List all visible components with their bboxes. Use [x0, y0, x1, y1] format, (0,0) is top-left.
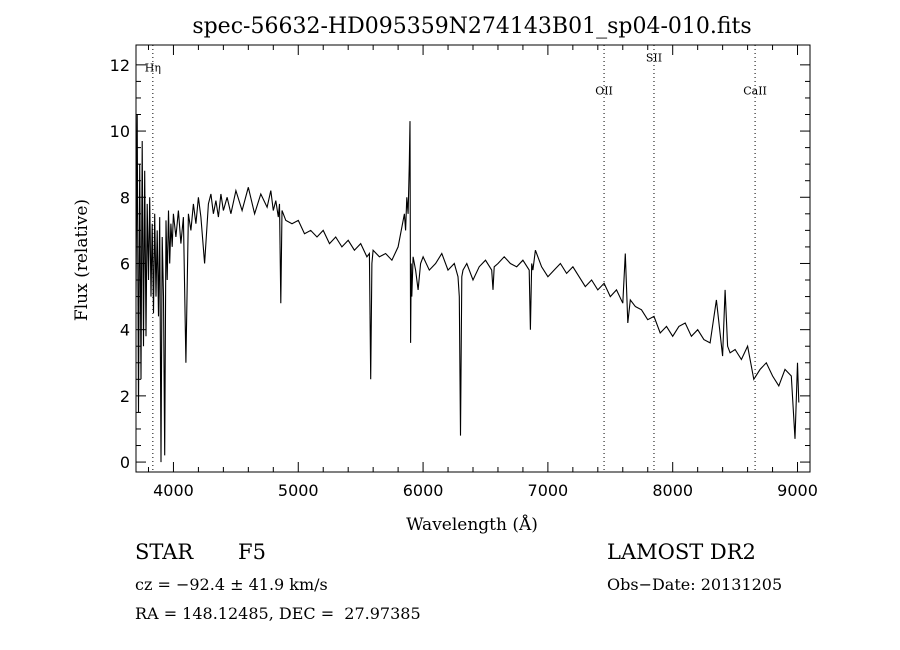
chart-title: spec-56632-HD095359N274143B01_sp04-010.f… — [192, 14, 751, 39]
line-marker-label: OII — [595, 85, 613, 98]
x-tick-label: 4000 — [153, 481, 194, 500]
observation-date: Obs−Date: 20131205 — [607, 575, 783, 594]
line-marker-label: Hη — [145, 61, 161, 74]
line-marker-label: CaII — [743, 85, 767, 98]
y-tick-label: 8 — [120, 188, 130, 207]
plot-frame — [135, 44, 811, 473]
spectrum-line — [136, 114, 800, 463]
y-tick-label: 6 — [120, 254, 130, 273]
object-class: STAR — [135, 540, 194, 564]
y-tick-label: 0 — [120, 453, 130, 472]
plot-area: 4000 5000 6000 7000 8000 9000 0 2 4 6 8 10 12 Hη OII SI… — [110, 44, 818, 500]
x-tick-label: 9000 — [777, 481, 818, 500]
y-tick-label: 10 — [110, 122, 130, 141]
redshift-velocity: cz = −92.4 ± 41.9 km/s — [135, 575, 328, 594]
x-tick-label: 5000 — [278, 481, 319, 500]
y-tick-label: 4 — [120, 321, 130, 340]
x-tick-label: 7000 — [528, 481, 569, 500]
y-tick-label: 2 — [120, 387, 130, 406]
y-tick-label: 12 — [110, 56, 130, 75]
object-subclass: F5 — [238, 540, 266, 564]
x-axis-label: Wavelength (Å) — [406, 514, 538, 535]
survey-name: LAMOST DR2 — [607, 540, 756, 564]
line-marker-label: SII — [646, 52, 662, 65]
x-tick-label: 8000 — [652, 481, 693, 500]
sky-coordinates: RA = 148.12485, DEC = 27.97385 — [135, 604, 421, 623]
x-tick-label: 6000 — [403, 481, 444, 500]
y-axis-label: Flux (relative) — [72, 199, 92, 321]
